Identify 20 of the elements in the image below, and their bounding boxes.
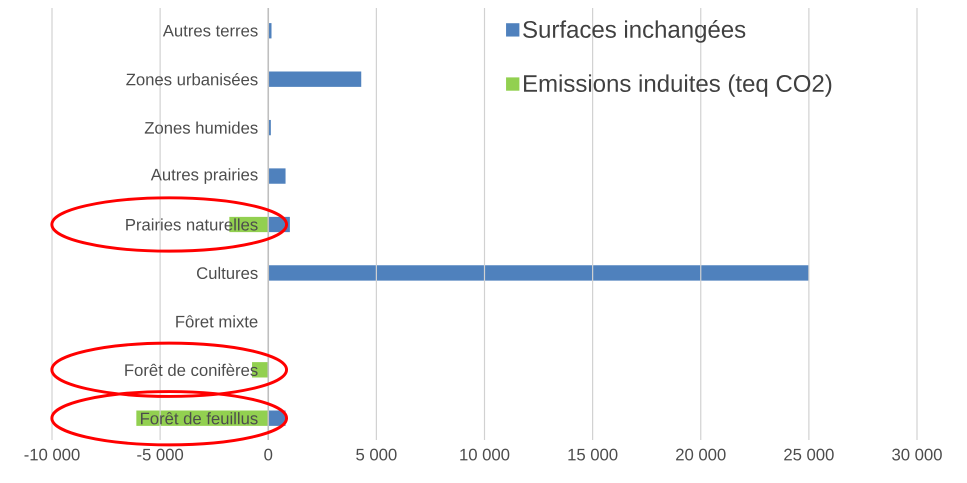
- x-tick-label: 15 000: [568, 448, 618, 460]
- x-tick-label: 20 000: [676, 448, 726, 460]
- x-tick-label: 0: [264, 448, 272, 460]
- bar: [268, 265, 809, 281]
- x-tick-label: -10 000: [24, 448, 80, 460]
- y-tick-label: Cultures: [197, 266, 258, 280]
- y-tick-label: Autres prairies: [150, 168, 258, 184]
- x-tick-label: 30 000: [892, 448, 942, 460]
- legend-label: Surfaces inchangées: [523, 20, 746, 43]
- x-tick-label: 5 000: [356, 448, 397, 460]
- bar: [268, 72, 362, 87]
- bar: [268, 168, 286, 184]
- x-tick-label: 10 000: [460, 448, 510, 460]
- x-tick-label: 25 000: [784, 448, 834, 460]
- y-tick-label: Fôret mixte: [176, 315, 258, 328]
- legend-label: Emissions induites (teq CO2): [524, 74, 832, 97]
- y-tick-label: Autres terres: [162, 24, 258, 37]
- x-tick-label: -5 000: [137, 448, 184, 460]
- y-tick-label: Zones urbanisées: [126, 72, 258, 86]
- y-tick-label: Zones humides: [144, 121, 258, 134]
